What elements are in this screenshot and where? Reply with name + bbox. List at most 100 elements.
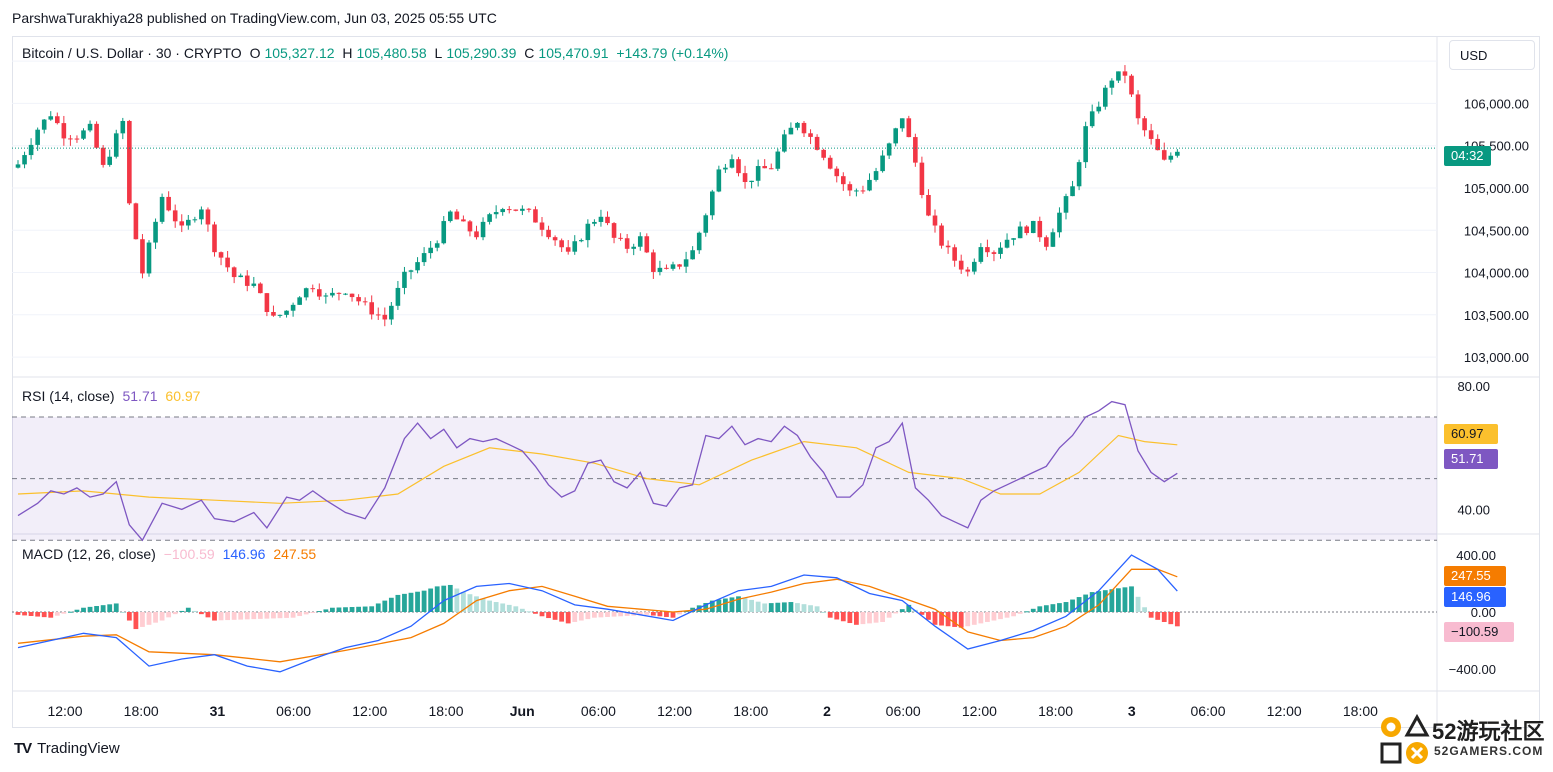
candle-body[interactable] [945, 245, 951, 248]
candle-body[interactable] [860, 190, 866, 192]
candle-body[interactable] [290, 304, 296, 311]
candle-body[interactable] [297, 297, 302, 305]
candle-body[interactable] [736, 159, 741, 174]
candle-body[interactable] [389, 305, 394, 320]
candle-body[interactable] [742, 173, 748, 183]
candle-body[interactable] [677, 264, 682, 267]
candle-body[interactable] [120, 120, 126, 134]
candle-body[interactable] [814, 136, 820, 150]
candle-body[interactable] [61, 123, 67, 139]
candle-body[interactable] [1129, 75, 1134, 95]
candle-body[interactable] [559, 240, 564, 248]
candle-body[interactable] [585, 223, 591, 241]
candle-body[interactable] [41, 119, 47, 130]
candle-body[interactable] [1037, 220, 1043, 238]
candle-body[interactable] [113, 133, 119, 157]
candle-body[interactable] [349, 293, 355, 298]
candle-body[interactable] [939, 225, 944, 246]
candle-body[interactable] [1142, 118, 1147, 131]
candle-body[interactable] [565, 247, 571, 252]
candle-body[interactable] [258, 283, 263, 294]
candle-body[interactable] [238, 275, 243, 278]
candle-body[interactable] [755, 166, 761, 181]
rsi-line[interactable] [17, 400, 1178, 542]
candle-body[interactable] [716, 169, 722, 192]
candle-body[interactable] [1063, 196, 1069, 213]
candle-body[interactable] [212, 224, 217, 253]
candle-body[interactable] [598, 216, 604, 222]
candle-body[interactable] [146, 242, 152, 274]
candle-body[interactable] [906, 118, 912, 138]
candle-body[interactable] [618, 237, 623, 239]
candle-body[interactable] [382, 314, 388, 320]
rsi-title[interactable]: RSI (14, close) [22, 388, 115, 404]
candle-body[interactable] [1168, 155, 1174, 160]
candle-body[interactable] [546, 229, 551, 238]
candle-body[interactable] [801, 122, 807, 134]
candle-body[interactable] [500, 209, 505, 213]
candle-body[interactable] [48, 116, 54, 120]
candle-body[interactable] [1122, 71, 1128, 76]
candle-body[interactable] [159, 196, 165, 222]
candle-body[interactable] [107, 156, 112, 165]
candle-body[interactable] [487, 214, 492, 222]
candle-body[interactable] [1155, 138, 1160, 151]
candle-body[interactable] [369, 302, 374, 315]
candle-body[interactable] [231, 267, 237, 278]
candle-body[interactable] [1109, 80, 1115, 88]
candle-body[interactable] [899, 118, 905, 129]
candle-body[interactable] [74, 138, 80, 140]
candle-body[interactable] [690, 250, 695, 260]
candle-body[interactable] [284, 310, 289, 315]
candle-body[interactable] [461, 219, 466, 222]
candle-body[interactable] [428, 247, 433, 254]
candle-body[interactable] [1004, 239, 1010, 248]
macd-signal-line[interactable] [17, 568, 1178, 663]
candle-body[interactable] [192, 219, 198, 221]
candle-body[interactable] [827, 157, 833, 169]
candle-body[interactable] [513, 209, 519, 211]
candle-body[interactable] [926, 194, 931, 216]
candle-body[interactable] [317, 289, 322, 297]
symbol-title[interactable]: Bitcoin / U.S. Dollar · 30 · CRYPTO [22, 45, 242, 61]
candle-body[interactable] [343, 293, 348, 295]
candle-body[interactable] [1044, 237, 1049, 247]
candle-body[interactable] [395, 287, 401, 306]
candle-body[interactable] [415, 262, 420, 271]
candle-body[interactable] [978, 247, 984, 262]
candle-body[interactable] [100, 147, 106, 165]
candle-body[interactable] [919, 162, 925, 195]
candle-body[interactable] [539, 222, 545, 230]
candle-body[interactable] [605, 216, 610, 224]
candle-body[interactable] [867, 179, 872, 191]
candle-body[interactable] [1050, 232, 1056, 247]
candle-body[interactable] [965, 269, 971, 272]
candle-body[interactable] [421, 253, 427, 263]
candle-body[interactable] [303, 288, 309, 298]
chart-canvas[interactable]: 103,000.00 103,500.00 104,000.00 104,500.00… [12, 36, 1540, 728]
candle-body[interactable] [179, 221, 185, 226]
candle-body[interactable] [225, 257, 230, 268]
rsi-ma-line[interactable] [17, 434, 1178, 504]
candle-body[interactable] [153, 221, 158, 243]
candle-body[interactable] [474, 231, 479, 238]
candle-body[interactable] [172, 210, 178, 222]
candle-body[interactable] [873, 171, 879, 180]
candle-body[interactable] [375, 314, 381, 316]
candle-body[interactable] [408, 270, 414, 272]
candle-body[interactable] [1096, 106, 1102, 112]
brand[interactable]: TV TradingView [14, 740, 120, 757]
candle-body[interactable] [808, 133, 813, 137]
candle-body[interactable] [336, 292, 342, 294]
candle-body[interactable] [533, 209, 538, 223]
candle-body[interactable] [526, 208, 532, 210]
candle-body[interactable] [434, 243, 440, 248]
candle-body[interactable] [841, 176, 846, 185]
candle-body[interactable] [710, 191, 715, 216]
candle-body[interactable] [854, 190, 859, 192]
candle-body[interactable] [657, 267, 663, 272]
candle-body[interactable] [277, 314, 283, 316]
candle-body[interactable] [972, 261, 977, 272]
candle-body[interactable] [644, 236, 650, 253]
candle-body[interactable] [81, 130, 86, 139]
